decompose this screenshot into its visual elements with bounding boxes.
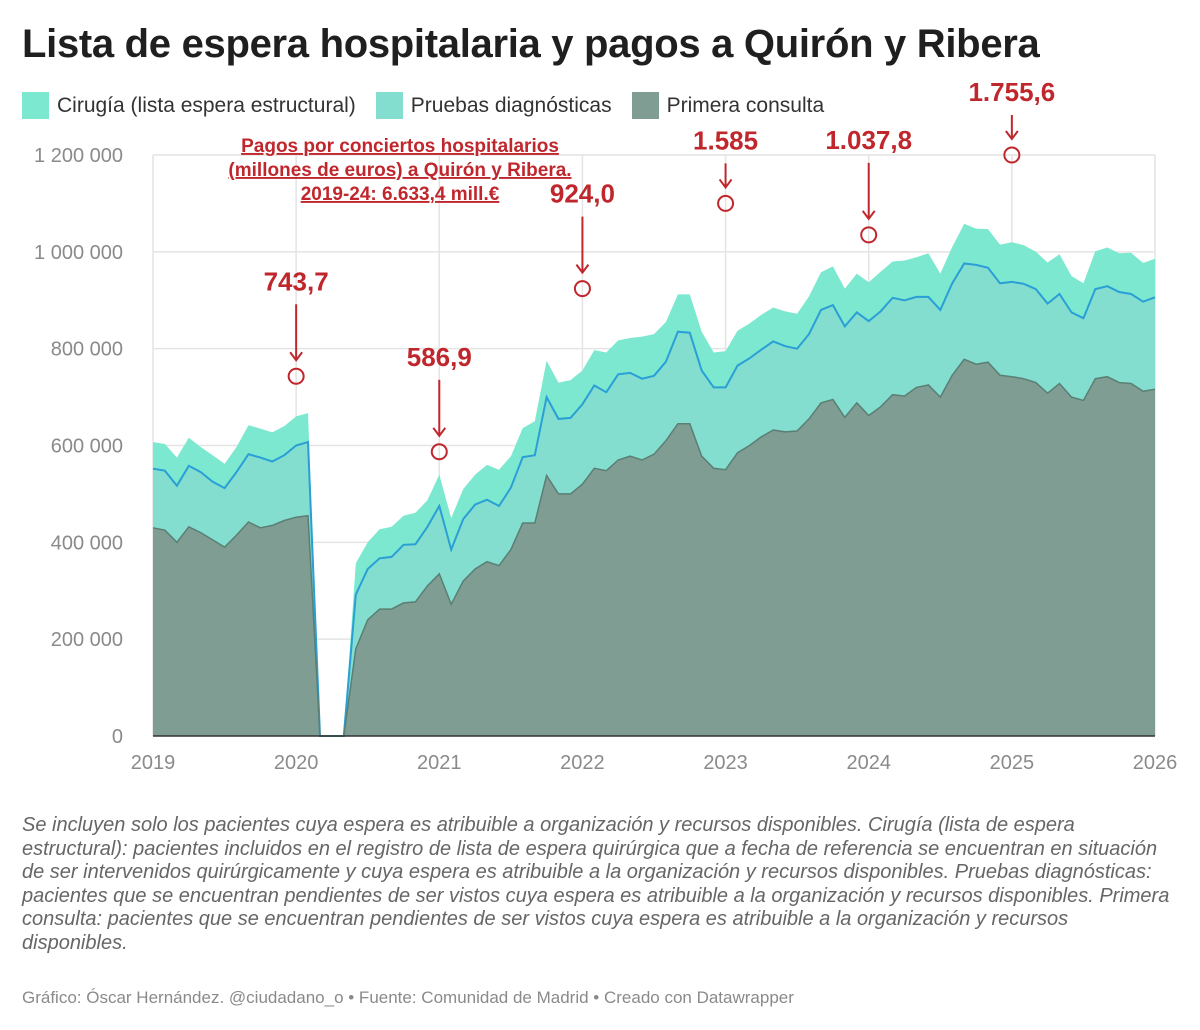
x-tick-label: 2024: [846, 752, 891, 774]
y-tick-label: 1 000 000: [34, 242, 123, 264]
annotation-label: 743,7: [264, 266, 329, 296]
annotation-label: 924,0: [550, 179, 615, 209]
x-tick-label: 2019: [131, 752, 176, 774]
annotation-arrowhead: [718, 178, 733, 190]
x-tick-label: 2022: [560, 752, 605, 774]
annotation-arrowhead: [575, 264, 590, 275]
x-tick-label: 2025: [990, 752, 1035, 774]
annotation-marker: [717, 194, 735, 212]
y-tick-label: 1 200 000: [34, 145, 123, 167]
annotation-marker: [287, 367, 305, 385]
series-area-pruebas: [153, 263, 1155, 736]
y-tick-label: 400 000: [51, 532, 123, 554]
x-tick-label: 2023: [703, 752, 748, 774]
annotation-arrowhead: [432, 427, 447, 438]
x-tick-label: 2026: [1133, 752, 1178, 774]
annotation-marker: [860, 226, 878, 244]
chart-title: Lista de espera hospitalaria y pagos a Q…: [22, 22, 1040, 66]
legend-swatch-pruebas: [375, 92, 403, 119]
chart-notes: Se incluyen solo los pacientes cuya espe…: [22, 814, 1170, 954]
legend-item-primera: Primera consulta: [631, 92, 825, 119]
annotation-arrowhead: [1005, 130, 1019, 141]
legend-item-cirugia: Cirugía (lista espera estructural): [22, 92, 356, 119]
y-tick-label: 200 000: [51, 629, 123, 651]
annotation-label: 1.755,6: [968, 77, 1055, 107]
annotation-label: 586,9: [407, 342, 472, 372]
legend-swatch-cirugia: [22, 92, 49, 119]
annotation-arrowhead: [289, 351, 303, 362]
legend-swatch-primera: [631, 92, 659, 119]
annotation-marker: [430, 443, 448, 461]
legend: Cirugía (lista espera estructural) Prueb…: [22, 92, 844, 119]
legend-label-pruebas: Pruebas diagnósticas: [410, 93, 612, 117]
series-area-primera: [153, 359, 1155, 736]
legend-item-pruebas: Pruebas diagnósticas: [375, 92, 612, 119]
legend-label-primera: Primera consulta: [666, 93, 825, 117]
annotation-note-line: (millones de euros) a Quirón y Ribera.: [228, 160, 571, 181]
x-tick-label: 2020: [274, 752, 319, 774]
annotation-label: 1.585: [693, 125, 758, 155]
chart-credit: Gráfico: Óscar Hernández. @ciudadano_o •…: [22, 988, 794, 1007]
annotation-arrowhead: [861, 210, 876, 221]
annotation-marker: [573, 280, 591, 298]
x-tick-label: 2021: [417, 752, 462, 774]
legend-label-cirugia: Cirugía (lista espera estructural): [57, 93, 356, 117]
annotation-marker: [1003, 146, 1021, 164]
series-area-cirugia: [153, 223, 1155, 737]
annotation-label: 1.037,8: [825, 125, 912, 155]
y-tick-label: 0: [112, 726, 123, 748]
annotation-note-line: 2019-24: 6.633,4 mill.€: [301, 184, 500, 205]
annotation-note-line: Pagos por conciertos hospitalarios: [241, 136, 559, 157]
y-tick-label: 800 000: [51, 339, 123, 361]
chart-area: 0 200 000 400 000 600 000 800 000 1 000 000 1 …: [34, 77, 1178, 774]
y-tick-label: 600 000: [51, 436, 123, 458]
